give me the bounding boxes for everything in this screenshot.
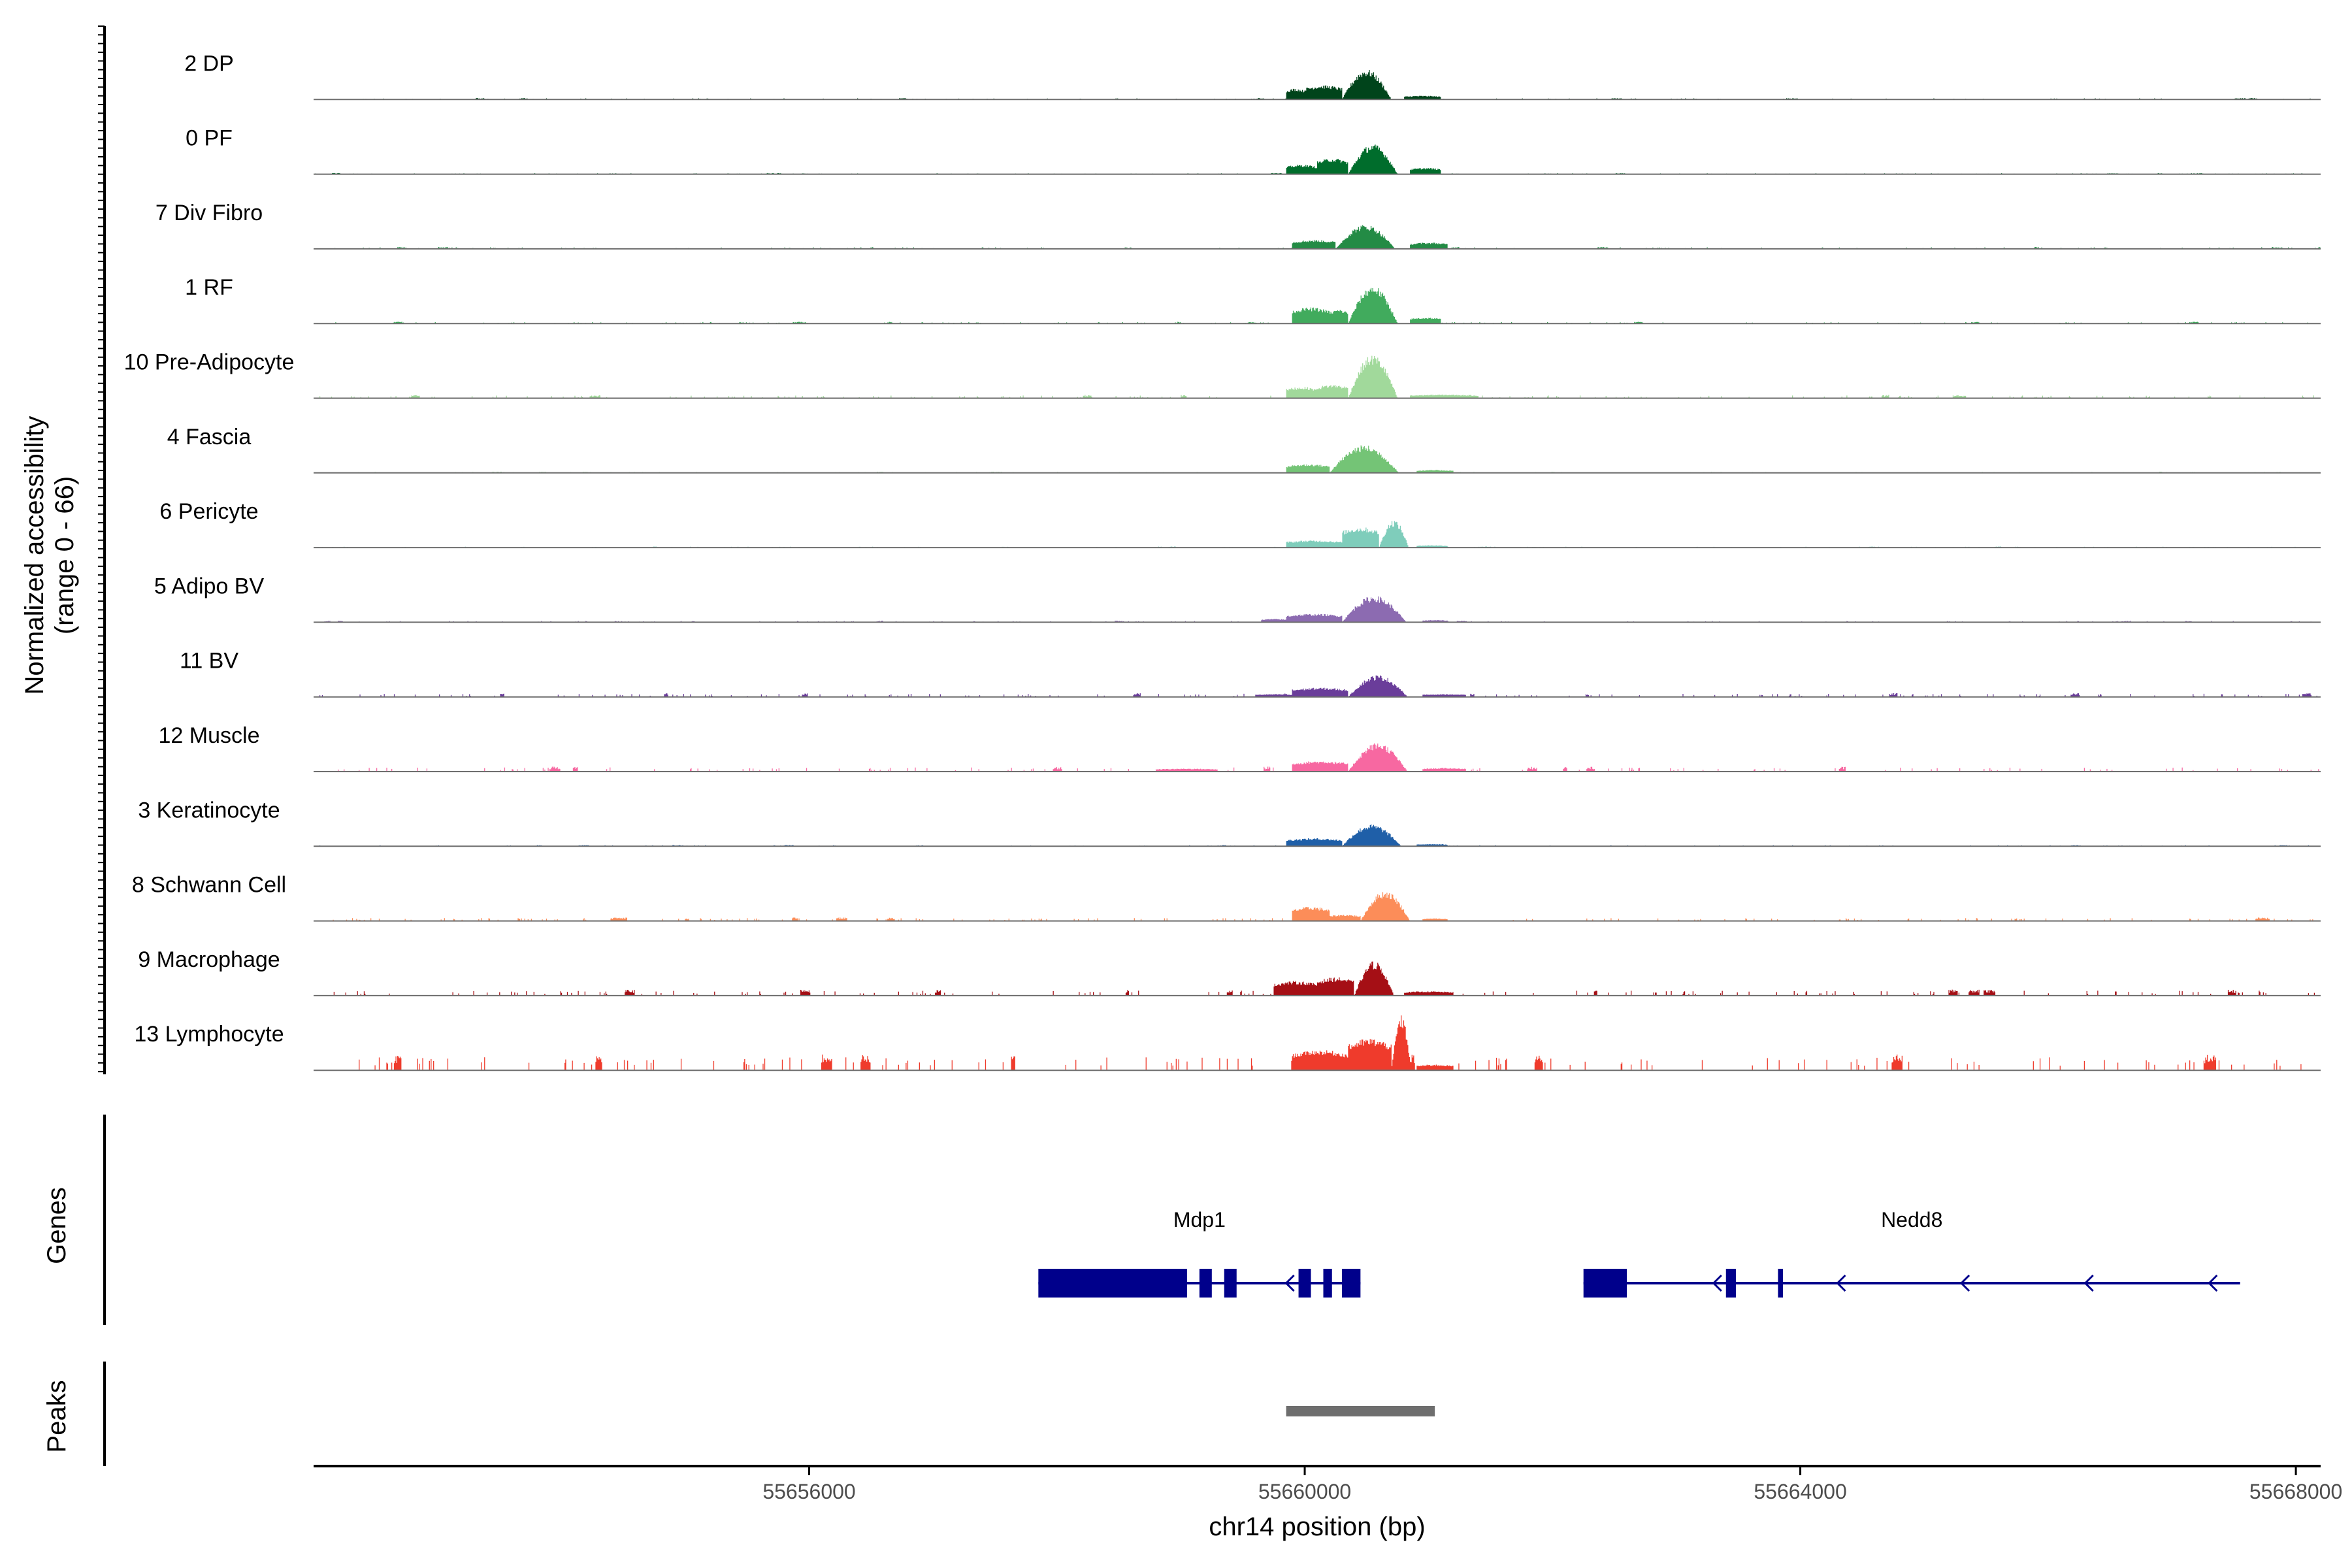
track-4: 1 RF <box>185 275 2321 323</box>
x-axis: 55656000 55660000 55664000 55668000 <box>314 1466 2342 1503</box>
track-label: 8 Schwann Cell <box>132 873 286 898</box>
track-label: 2 DP <box>184 51 234 76</box>
x-tick-label: 55664000 <box>1754 1480 1846 1503</box>
track-coverage-area <box>314 676 2321 697</box>
track-2: 0 PF <box>186 126 2321 174</box>
track-label: 5 Adipo BV <box>154 574 265 598</box>
track-8: 5 Adipo BV <box>154 574 2321 622</box>
track-coverage-area <box>314 892 2321 921</box>
track-coverage-area <box>314 825 2321 847</box>
track-coverage-area <box>314 521 2321 547</box>
gene-exon <box>1726 1269 1736 1298</box>
gene-label: Nedd8 <box>1881 1208 1942 1232</box>
track-label: 10 Pre-Adipocyte <box>124 350 295 375</box>
y-axis-title-line2: (range 0 - 66) <box>50 476 79 634</box>
track-label: 0 PF <box>186 126 233 151</box>
track-5: 10 Pre-Adipocyte <box>124 350 2321 399</box>
track-12: 8 Schwann Cell <box>132 873 2321 921</box>
gene-label: Mdp1 <box>1173 1208 1226 1232</box>
track-1: 2 DP <box>184 51 2321 99</box>
track-9: 11 BV <box>180 649 2321 697</box>
track-label: 13 Lymphocyte <box>134 1022 284 1047</box>
x-axis-title: chr14 position (bp) <box>1209 1512 1425 1541</box>
track-label: 4 Fascia <box>167 425 252 449</box>
track-coverage-area <box>314 288 2321 323</box>
track-10: 12 Muscle <box>159 723 2321 772</box>
track-3: 7 Div Fibro <box>155 201 2321 249</box>
track-11: 3 Keratinocyte <box>138 798 2321 846</box>
track-coverage-area <box>314 144 2321 174</box>
accessibility-track-plot: 2 DP 0 PF 7 Div Fibro 1 RF 10 Pre-Adipocyte 4… <box>0 0 2352 1568</box>
x-tick-label: 55668000 <box>2249 1480 2342 1503</box>
track-label: 3 Keratinocyte <box>138 798 280 823</box>
coverage-tracks: 2 DP 0 PF 7 Div Fibro 1 RF 10 Pre-Adipocyte 4… <box>98 26 2321 1074</box>
gene-mdp1: Mdp1 <box>1038 1208 1360 1298</box>
track-coverage-area <box>314 743 2321 772</box>
track-coverage-area <box>314 70 2321 99</box>
track-coverage-area <box>314 1015 2321 1070</box>
track-coverage-area <box>314 446 2321 473</box>
y-axis-title-line1: Normalized accessibility <box>20 416 49 695</box>
track-coverage-area <box>314 225 2321 248</box>
track-7: 6 Pericyte <box>159 499 2321 547</box>
track-14: 13 Lymphocyte <box>134 1015 2321 1070</box>
gene-exon <box>1200 1269 1212 1298</box>
gene-exon <box>1342 1269 1360 1298</box>
track-13: 9 Macrophage <box>138 947 2321 996</box>
track-label: 7 Div Fibro <box>155 201 263 225</box>
genes-panel-label: Genes <box>42 1187 71 1264</box>
x-tick-label: 55660000 <box>1258 1480 1351 1503</box>
peak-region <box>1286 1406 1435 1416</box>
gene-exon <box>1323 1269 1331 1298</box>
gene-exon <box>1038 1269 1187 1298</box>
track-label: 1 RF <box>185 275 233 300</box>
x-tick-label: 55656000 <box>762 1480 855 1503</box>
track-coverage-area <box>314 962 2321 996</box>
track-6: 4 Fascia <box>167 425 2321 473</box>
track-label: 12 Muscle <box>159 723 260 748</box>
gene-exon <box>1778 1269 1783 1298</box>
track-coverage-area <box>314 356 2321 399</box>
track-coverage-area <box>314 596 2321 623</box>
gene-exon <box>1299 1269 1311 1298</box>
gene-nedd8: Nedd8 <box>1584 1208 2240 1298</box>
track-label: 9 Macrophage <box>138 947 280 972</box>
peaks-panel-label: Peaks <box>42 1380 71 1452</box>
peaks-panel <box>105 1362 1435 1466</box>
gene-exon <box>1584 1269 1627 1298</box>
gene-exon <box>1224 1269 1237 1298</box>
track-label: 6 Pericyte <box>159 499 258 524</box>
track-label: 11 BV <box>180 649 238 674</box>
genes-panel: Mdp1 Nedd8 <box>105 1115 2240 1325</box>
